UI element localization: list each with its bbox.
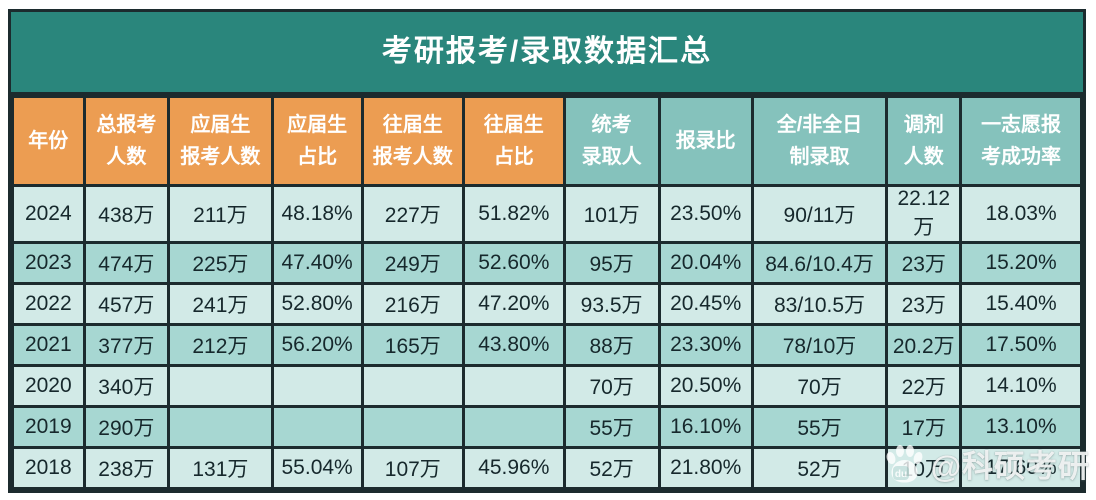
table-cell: 23万: [885, 282, 963, 326]
table-cell: 23.30%: [657, 323, 754, 367]
table-cell: 23万: [885, 241, 963, 285]
table-cell: 10万: [885, 446, 963, 490]
table-cell: 55.04%: [270, 446, 364, 490]
table-cell: [167, 405, 274, 449]
table-cell: [167, 364, 274, 408]
table-cell: 23.50%: [657, 184, 754, 244]
table-cell: 14.10%: [959, 364, 1083, 408]
table-cell: [270, 405, 364, 449]
column-header: 调剂 人数: [885, 95, 963, 187]
year-cell: 2019: [11, 405, 86, 449]
column-header: 总报考 人数: [82, 95, 171, 187]
year-cell: 2018: [11, 446, 86, 490]
column-header: 报录比: [657, 95, 754, 187]
table-cell: 88万: [562, 323, 661, 367]
table-row: 2024 438万 211万 48.18% 227万 51.82% 101万 23.50% 90…: [11, 184, 1083, 244]
table-cell: 47.20%: [462, 282, 566, 326]
table-cell: 211万: [167, 184, 274, 244]
table-cell: 70万: [562, 364, 661, 408]
column-header: 往届生 报考人数: [360, 95, 466, 187]
table-cell: [462, 364, 566, 408]
table-cell: 107万: [360, 446, 466, 490]
table-cell: 225万: [167, 241, 274, 285]
table-cell: [360, 364, 466, 408]
table-cell: 51.82%: [462, 184, 566, 244]
table-cell: 17.60%: [959, 446, 1083, 490]
table-cell: 21.80%: [657, 446, 754, 490]
table-cell: 20.2万: [885, 323, 963, 367]
table-cell: 47.40%: [270, 241, 364, 285]
table-cell: 216万: [360, 282, 466, 326]
table-cell: 84.6/10.4万: [750, 241, 889, 285]
table-cell: 22万: [885, 364, 963, 408]
table-row: 2022 457万 241万 52.80% 216万 47.20% 93.5万 20.45% 8…: [11, 282, 1083, 326]
table-cell: 13.10%: [959, 405, 1083, 449]
data-grid: 年份 总报考 人数 应届生 报考人数 应届生 占比 往届生 报考人数 往届生 占比 统考 录…: [11, 95, 1083, 490]
column-header: 往届生 占比: [462, 95, 566, 187]
table-cell: 249万: [360, 241, 466, 285]
admission-data-table: 考研报考/录取数据汇总 年份 总报考 人数 应届生 报考人数 应届生 占比 往届生 报考…: [8, 9, 1086, 493]
table-cell: 438万: [82, 184, 171, 244]
table-cell: [462, 405, 566, 449]
table-cell: 52万: [750, 446, 889, 490]
table-cell: 290万: [82, 405, 171, 449]
table-cell: 165万: [360, 323, 466, 367]
column-header: 年份: [11, 95, 86, 187]
table-cell: 45.96%: [462, 446, 566, 490]
table-cell: 48.18%: [270, 184, 364, 244]
table-cell: 78/10万: [750, 323, 889, 367]
table-cell: 212万: [167, 323, 274, 367]
table-cell: 15.20%: [959, 241, 1083, 285]
table-cell: 52.80%: [270, 282, 364, 326]
table-cell: 227万: [360, 184, 466, 244]
year-cell: 2020: [11, 364, 86, 408]
table-title: 考研报考/录取数据汇总: [11, 12, 1083, 95]
table-cell: 83/10.5万: [750, 282, 889, 326]
column-header: 应届生 报考人数: [167, 95, 274, 187]
column-header: 统考 录取人: [562, 95, 661, 187]
table-row: 2019 290万 55万 16.10% 55万 17万 13.10%: [11, 405, 1083, 449]
year-cell: 2023: [11, 241, 86, 285]
table-cell: [270, 364, 364, 408]
table-row: 2023 474万 225万 47.40% 249万 52.60% 95万 20.04% 84.…: [11, 241, 1083, 285]
table-cell: 15.40%: [959, 282, 1083, 326]
column-header: 全/非全日 制录取: [750, 95, 889, 187]
table-cell: 377万: [82, 323, 171, 367]
table-cell: 70万: [750, 364, 889, 408]
table-cell: 52.60%: [462, 241, 566, 285]
table-cell: 20.50%: [657, 364, 754, 408]
table-cell: 18.03%: [959, 184, 1083, 244]
table-cell: 457万: [82, 282, 171, 326]
table-cell: 55万: [562, 405, 661, 449]
table-row: 2018 238万 131万 55.04% 107万 45.96% 52万 21.80% 52万…: [11, 446, 1083, 490]
table-cell: 56.20%: [270, 323, 364, 367]
header-row: 年份 总报考 人数 应届生 报考人数 应届生 占比 往届生 报考人数 往届生 占比 统考 录…: [11, 95, 1083, 187]
year-cell: 2021: [11, 323, 86, 367]
year-cell: 2024: [11, 184, 86, 244]
column-header: 应届生 占比: [270, 95, 364, 187]
table-row: 2020 340万 70万 20.50% 70万 22万 14.10%: [11, 364, 1083, 408]
column-header: 一志愿报 考成功率: [959, 95, 1083, 187]
table-cell: 55万: [750, 405, 889, 449]
table-cell: 93.5万: [562, 282, 661, 326]
year-cell: 2022: [11, 282, 86, 326]
table-cell: 101万: [562, 184, 661, 244]
table-cell: 16.10%: [657, 405, 754, 449]
table-cell: 20.45%: [657, 282, 754, 326]
table-cell: 238万: [82, 446, 171, 490]
table-cell: 43.80%: [462, 323, 566, 367]
table-cell: 95万: [562, 241, 661, 285]
table-cell: [360, 405, 466, 449]
table-row: 2021 377万 212万 56.20% 165万 43.80% 88万 23.30% 78/…: [11, 323, 1083, 367]
table-cell: 22.12万: [885, 184, 963, 244]
table-cell: 241万: [167, 282, 274, 326]
table-cell: 20.04%: [657, 241, 754, 285]
table-cell: 17.50%: [959, 323, 1083, 367]
table-cell: 17万: [885, 405, 963, 449]
table-cell: 340万: [82, 364, 171, 408]
table-cell: 90/11万: [750, 184, 889, 244]
table-cell: 131万: [167, 446, 274, 490]
table-cell: 474万: [82, 241, 171, 285]
table-cell: 52万: [562, 446, 661, 490]
